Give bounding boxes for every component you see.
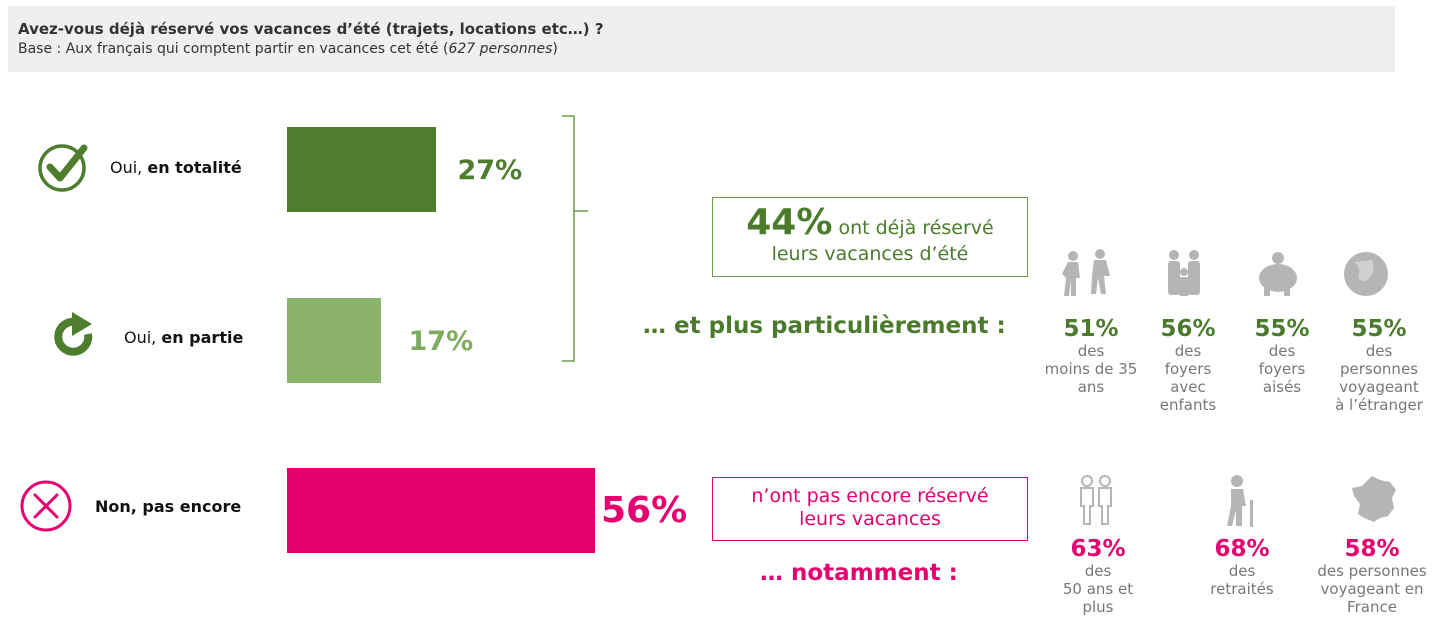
stat-desc-line: voyageant [1339, 378, 1419, 396]
pink-stat-france: 58% des personnes voyageant en France [1310, 536, 1434, 616]
stat-desc-line: retraités [1210, 580, 1274, 598]
stat-value: 55% [1351, 316, 1407, 342]
stat-desc-line: personnes [1340, 360, 1418, 378]
stat-desc-line: des [1365, 342, 1393, 360]
green-stat-foyers-aises: 55% des foyers aisés [1240, 316, 1324, 396]
base-note: Base : Aux français qui comptent partir … [18, 41, 558, 57]
summary-green-text2: leurs vacances d’été [771, 243, 969, 265]
stat-desc-line: moins de 35 [1044, 360, 1138, 378]
summary-green-box: 44% ont déjà réservé leurs vacances d’ét… [712, 197, 1028, 277]
stat-desc-line: voyageant en [1320, 580, 1424, 598]
label-prefix: Oui, [124, 328, 162, 347]
label-bold: en totalité [147, 158, 242, 177]
stat-value: 55% [1254, 316, 1310, 342]
piggy-bank-icon [1259, 252, 1297, 296]
x-circle-icon [20, 480, 72, 532]
stat-desc-line: des [1228, 562, 1256, 580]
stat-desc-line: avec [1170, 378, 1206, 396]
stat-value: 63% [1070, 536, 1126, 562]
stat-desc-line: des [1077, 342, 1105, 360]
question-header: Avez-vous déjà réservé vos vacances d’ét… [8, 6, 1395, 72]
value-label-oui-totalite: 27% [457, 155, 523, 186]
refresh-arrow-icon [54, 312, 93, 356]
check-circle-icon [38, 144, 88, 192]
globe-icon [1344, 252, 1388, 296]
stat-desc-line: des [1268, 342, 1296, 360]
stat-desc-line: foyers [1164, 360, 1212, 378]
stat-value: 56% [1160, 316, 1216, 342]
more-green-heading: … et plus particulièrement : [643, 313, 1006, 339]
summary-green-value: 44% [746, 202, 833, 243]
stat-value: 58% [1344, 536, 1400, 562]
bracket [562, 115, 588, 362]
stat-desc-line: aisés [1262, 378, 1302, 396]
base-suffix: ) [552, 41, 558, 57]
stat-desc-line: foyers [1258, 360, 1306, 378]
stat-value: 68% [1214, 536, 1270, 562]
couple-icon [1080, 475, 1112, 525]
row-label-oui-totalite: Oui, en totalité [110, 158, 242, 177]
row-label-oui-partie: Oui, en partie [124, 328, 243, 347]
bar-oui-partie [287, 298, 381, 383]
people-icon [1062, 249, 1110, 296]
value-label-oui-partie: 17% [408, 326, 474, 357]
green-stat-etranger: 55% des personnes voyageant à l’étranger [1326, 316, 1432, 414]
summary-pink-line2: leurs vacances [799, 508, 941, 530]
label-bold: Non, pas encore [95, 497, 242, 516]
green-stat-moins-35: 51% des moins de 35 ans [1036, 316, 1146, 396]
value-label-non-pas-encore: 56% [601, 490, 688, 531]
stat-desc-line: France [1347, 598, 1397, 616]
stat-desc-line: des [1084, 562, 1112, 580]
bar-non-pas-encore [287, 468, 595, 553]
elderly-person-icon [1227, 475, 1253, 527]
green-stat-foyers-enfants: 56% des foyers avec enfants [1146, 316, 1230, 414]
stat-desc-line: à l’étranger [1335, 396, 1423, 414]
pink-stat-50-ans: 63% des 50 ans et plus [1048, 536, 1148, 616]
question-title: Avez-vous déjà réservé vos vacances d’ét… [18, 20, 604, 38]
row-label-non-pas-encore: Non, pas encore [95, 497, 241, 516]
label-bold: en partie [161, 328, 244, 347]
more-pink-heading: … notamment : [760, 560, 958, 586]
summary-green-text1: ont déjà réservé [832, 217, 994, 239]
summary-pink-box: n’ont pas encore réservé leurs vacances [712, 477, 1028, 541]
summary-pink-line1: n’ont pas encore réservé [751, 485, 989, 507]
france-map-icon [1352, 476, 1396, 522]
label-prefix: Oui, [110, 158, 148, 177]
family-icon [1168, 250, 1200, 296]
stat-value: 51% [1063, 316, 1119, 342]
bar-oui-totalite [287, 127, 436, 212]
pink-stat-retraites: 68% des retraités [1196, 536, 1288, 598]
stat-desc-line: des personnes [1317, 562, 1427, 580]
stat-desc-line: plus [1082, 598, 1114, 616]
stat-desc-line: des [1174, 342, 1202, 360]
stat-desc-line: ans [1077, 378, 1105, 396]
base-count: 627 personnes [448, 41, 553, 57]
stat-desc-line: 50 ans et [1062, 580, 1134, 598]
base-prefix: Base : Aux français qui comptent partir … [18, 41, 449, 57]
stat-desc-line: enfants [1159, 396, 1217, 414]
